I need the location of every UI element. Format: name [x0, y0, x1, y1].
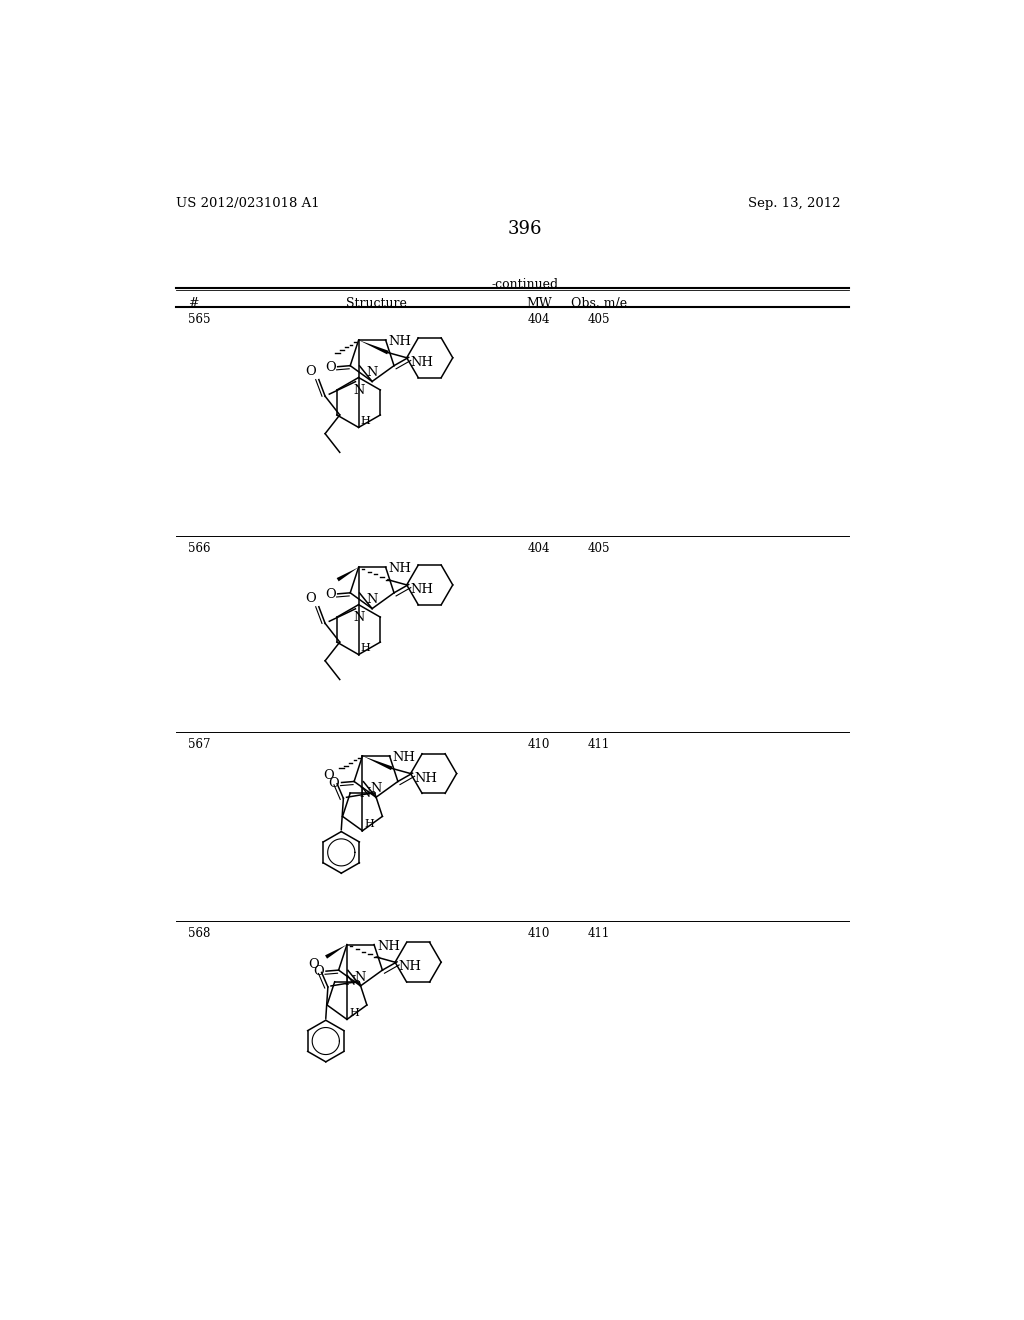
Text: 404: 404: [527, 313, 550, 326]
Text: US 2012/0231018 A1: US 2012/0231018 A1: [176, 197, 319, 210]
Text: NH: NH: [398, 960, 422, 973]
Text: #: #: [188, 297, 199, 310]
Text: 566: 566: [188, 543, 211, 554]
Text: N: N: [367, 366, 378, 379]
Text: O: O: [324, 770, 334, 783]
Text: O: O: [325, 360, 336, 374]
Text: 411: 411: [588, 738, 610, 751]
Text: N: N: [367, 593, 378, 606]
Text: O: O: [329, 776, 340, 789]
Text: H: H: [360, 643, 371, 653]
Text: O: O: [305, 366, 315, 378]
Text: N: N: [371, 781, 382, 795]
Text: 410: 410: [527, 738, 550, 751]
Text: NH: NH: [411, 583, 433, 595]
Text: NH: NH: [414, 772, 437, 784]
Text: N: N: [353, 384, 365, 397]
Text: N: N: [354, 970, 367, 983]
Text: 410: 410: [527, 927, 550, 940]
Text: 568: 568: [188, 927, 211, 940]
Text: NH: NH: [389, 335, 412, 348]
Polygon shape: [337, 568, 358, 581]
Text: -continued: -continued: [492, 277, 558, 290]
Text: 405: 405: [588, 543, 610, 554]
Polygon shape: [358, 341, 389, 354]
Polygon shape: [325, 945, 347, 958]
Text: NH: NH: [389, 562, 412, 576]
Text: Sep. 13, 2012: Sep. 13, 2012: [748, 197, 841, 210]
Text: O: O: [305, 593, 315, 605]
Polygon shape: [362, 756, 392, 770]
Text: H: H: [360, 416, 371, 426]
Text: 396: 396: [508, 220, 542, 238]
Text: NH: NH: [377, 940, 400, 953]
Text: N: N: [359, 787, 371, 800]
Text: 411: 411: [588, 927, 610, 940]
Text: N: N: [353, 611, 365, 624]
Text: Obs. m/e: Obs. m/e: [571, 297, 628, 310]
Text: 404: 404: [527, 543, 550, 554]
Text: O: O: [325, 587, 336, 601]
Text: 565: 565: [188, 313, 211, 326]
Text: 405: 405: [588, 313, 610, 326]
Text: N: N: [344, 975, 355, 989]
Text: NH: NH: [411, 356, 433, 368]
Text: O: O: [308, 958, 318, 972]
Text: H: H: [365, 820, 375, 829]
Text: H: H: [349, 1008, 359, 1018]
Text: Structure: Structure: [345, 297, 407, 310]
Text: O: O: [313, 965, 324, 978]
Text: NH: NH: [392, 751, 416, 764]
Text: 567: 567: [188, 738, 211, 751]
Text: MW: MW: [526, 297, 552, 310]
